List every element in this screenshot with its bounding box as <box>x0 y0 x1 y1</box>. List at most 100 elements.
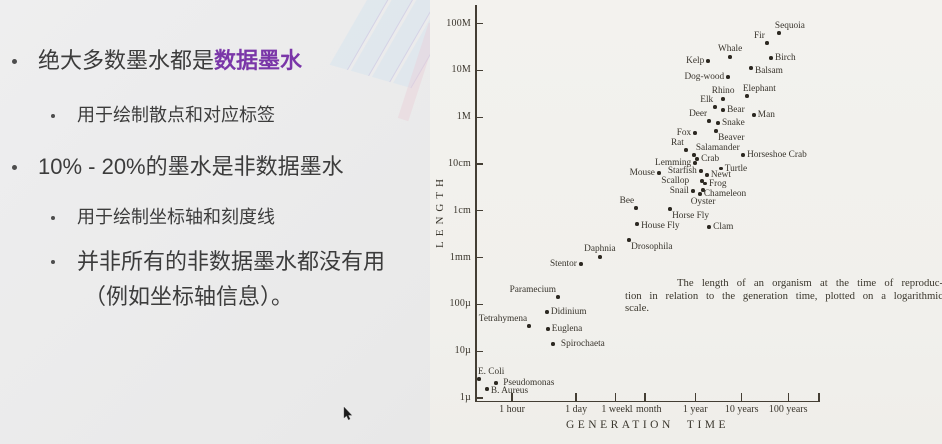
data-point <box>556 295 560 299</box>
data-point-label: Bear <box>727 105 745 116</box>
y-axis-tick <box>475 350 483 352</box>
data-point-label: Bee <box>619 195 635 206</box>
x-axis-title: GENERATION TIME <box>565 419 730 431</box>
bullet-marker <box>12 59 17 64</box>
x-axis-tick-label: 100 years <box>768 404 808 415</box>
bullet-2-text: 用于绘制散点和对应标签 <box>77 105 275 125</box>
bullet-item-3: 10% - 20%的墨水是非数据墨水 <box>12 153 344 181</box>
x-axis-tick-label: 1 year <box>682 404 708 415</box>
data-point <box>752 113 756 117</box>
data-point-label: Clam <box>713 222 734 233</box>
data-point-label: Paramecium <box>509 284 557 295</box>
data-point <box>707 119 711 123</box>
figure-caption: The length of an organism at the time of… <box>625 277 942 315</box>
x-axis-tick <box>644 393 646 401</box>
bullet-3-text: 10% - 20%的墨水是非数据墨水 <box>38 154 344 179</box>
data-point <box>726 75 731 79</box>
data-point-label: Daphnia <box>584 244 616 255</box>
y-axis-tick-label: 10cm <box>447 158 471 169</box>
y-axis-tick-label: 1µ <box>459 392 471 403</box>
data-point <box>741 153 745 157</box>
data-point-label: Tetrahymena <box>478 313 528 324</box>
y-axis-line <box>475 5 477 402</box>
caption-line-3: scale. <box>625 302 650 315</box>
data-point-label: Man <box>757 109 775 120</box>
data-point <box>721 108 725 112</box>
data-point-label: Snake <box>721 117 745 128</box>
data-point-label: B. Aureus <box>490 386 529 397</box>
data-point-label: Sequoia <box>774 20 805 31</box>
data-point <box>477 377 481 381</box>
data-point-label: Lemming <box>655 158 692 169</box>
y-axis-tick <box>475 303 483 306</box>
data-point-label: Deer <box>689 108 708 119</box>
chart-figure: LENGTH GENERATION TIME The length of an … <box>430 0 942 444</box>
data-point-label: Frog <box>708 178 727 189</box>
x-axis-line <box>475 400 820 402</box>
x-axis-tick <box>511 393 513 401</box>
data-point-label: Drosophila <box>631 241 673 252</box>
data-point-label: Didinium <box>550 306 587 317</box>
x-axis-tick <box>741 393 743 401</box>
data-point <box>706 59 711 63</box>
bullet-marker <box>12 165 17 170</box>
data-point <box>716 121 720 125</box>
y-axis-tick-label: 1mm <box>449 251 471 263</box>
data-point-label: Turtle <box>724 163 748 174</box>
data-point-label: Kelp <box>686 56 705 67</box>
data-point <box>777 31 781 35</box>
data-point-label: Mouse <box>629 167 655 178</box>
data-point-label: Fir <box>753 30 765 41</box>
data-point <box>598 255 602 259</box>
data-point-label: Elk <box>700 94 714 105</box>
y-axis-tick-label: 100µ <box>449 298 471 310</box>
y-axis-tick-label: 1M <box>456 111 471 123</box>
data-point-label: Newt <box>710 169 731 180</box>
x-axis-tick-label: 1 day <box>565 404 588 415</box>
data-point <box>705 172 709 177</box>
data-point <box>728 55 732 59</box>
data-point <box>714 128 718 133</box>
data-point <box>718 166 723 171</box>
bullet-1-highlight: 数据墨水 <box>214 48 303 73</box>
data-point-label: Dog-wood <box>684 71 725 82</box>
data-point-label: Oyster <box>690 197 716 208</box>
bullet-item-5: 并非所有的非数据墨水都没有用 （例如坐标轴信息）。 <box>51 248 385 310</box>
mouse-cursor <box>343 407 353 421</box>
y-axis-tick-label: 1cm <box>453 204 471 216</box>
data-point <box>745 94 749 98</box>
data-point <box>485 387 489 391</box>
bullet-item-4: 用于绘制坐标轴和刻度线 <box>51 206 275 229</box>
data-point-label: Crab <box>701 153 720 164</box>
bullet-marker <box>51 216 55 220</box>
data-point <box>693 161 697 165</box>
data-point <box>698 192 702 196</box>
data-point-label: Fox <box>676 128 692 139</box>
bullet-item-2: 用于绘制散点和对应标签 <box>51 104 275 127</box>
data-point-label: Spirochaeta <box>560 339 605 350</box>
data-point-label: Snail <box>669 186 689 197</box>
data-point <box>721 97 725 101</box>
data-point-label: Chameleon <box>703 188 747 199</box>
data-point <box>627 238 631 242</box>
y-axis-tick <box>475 22 483 25</box>
data-point <box>668 207 672 211</box>
data-point <box>635 222 639 226</box>
data-point <box>769 55 773 60</box>
y-axis-tick <box>475 69 483 72</box>
data-point <box>634 206 638 210</box>
data-point-label: Birch <box>775 52 796 63</box>
data-point-label: Rhino <box>711 85 735 96</box>
bullet-marker <box>51 114 55 118</box>
data-point <box>657 171 661 175</box>
data-point <box>701 188 705 192</box>
bullet-4-text: 用于绘制坐标轴和刻度线 <box>77 207 275 227</box>
data-point <box>695 157 699 161</box>
data-point <box>579 262 583 266</box>
data-point-label: E. Coli <box>477 366 505 377</box>
data-point <box>691 189 695 193</box>
bullet-5-text-line2: （例如坐标轴信息）。 <box>84 283 294 309</box>
data-point <box>703 181 707 186</box>
caption-line-2: tion in relation to the generation time,… <box>625 289 942 302</box>
